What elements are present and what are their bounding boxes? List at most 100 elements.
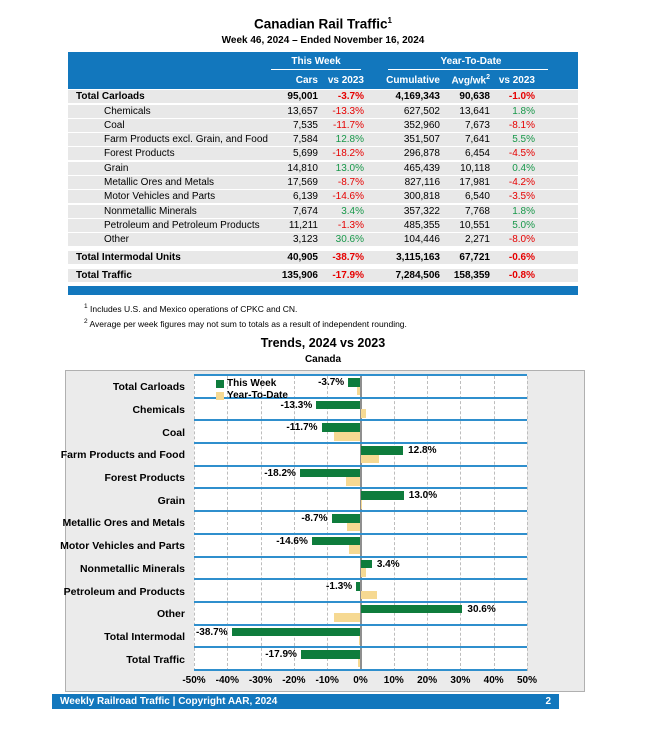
chart-category-label: Forest Products [104,472,185,485]
row-label: Total Traffic [76,270,132,282]
chart-category-label: Motor Vehicles and Parts [60,540,185,553]
chart-category-label: Nonmetallic Minerals [79,562,185,575]
page-title: Canadian Rail Traffic1 [254,16,392,32]
this-week-swatch-icon [216,379,224,388]
page-subtitle: Week 46, 2024 – Ended November 16, 2024 [221,35,425,46]
cars-value: 11,211 [288,219,318,231]
avg-per-week-value: 17,981 [459,177,490,189]
cars-vs-2023: 3.4% [341,205,364,217]
chart-band: -13.3% [194,399,527,422]
year-to-date-bar [357,386,361,396]
chart-category-label: Petroleum and Products [63,585,185,598]
footnote-2: 2 Average per week figures may not sum t… [84,317,407,329]
bar-value-label: 13.0% [408,490,438,502]
gridline [194,376,195,671]
avg-per-week-value: 10,118 [460,162,490,174]
avg-per-week-value: 7,673 [464,119,490,131]
avg-per-week-value: 7,768 [464,205,490,217]
cumulative-value: 627,502 [403,105,440,117]
bar-value-label: -1.3% [326,581,353,593]
chart-category-label: Total Traffic [126,653,185,666]
ytd-vs-2023: -8.1% [508,119,535,131]
avg-per-week-value: 6,540 [464,191,490,203]
table-body: Total Carloads 95,001 -3.7% 4,169,343 90,638… [68,90,578,283]
cumulative-value: 465,439 [403,162,440,174]
cars-value: 5,699 [292,148,318,160]
zero-axis-line [359,376,362,671]
ytd-vs-2023: 0.4% [512,162,535,174]
cars-value: 7,584 [292,134,318,146]
bar-value-label: 12.8% [408,445,437,457]
this-week-bar [348,378,361,387]
cars-value: 17,569 [287,177,318,189]
avg-per-week-value: 13,641 [459,105,490,117]
year-to-date-bar [357,658,361,668]
ytd-vs-2023: 1.8% [512,205,535,217]
this-week-bar [299,468,361,478]
avg-per-week-value: 7,641 [464,134,490,146]
year-to-date-bar [333,431,361,441]
bar-value-label: -18.2% [264,467,296,479]
row-label: Grain [104,162,129,174]
cumulative-value: 485,355 [403,219,440,231]
cars-value: 95,001 [287,91,318,103]
x-axis-tick-label: -20% [282,674,306,686]
table-row: Nonmetallic Minerals 7,674 3.4% 357,322 7,76… [68,204,578,218]
bar-value-label: -3.7% [318,377,345,388]
bar-value-label: 3.4% [376,558,400,570]
this-week-bar [316,400,361,410]
cumulative-value: 300,818 [403,191,440,203]
cumulative-value: 827,116 [404,177,440,189]
chart-category-labels: Total Carloads Chemicals Coal Farm Products… [60,374,194,671]
table-column-header-row: Cars vs 2023 Cumulative Avg/wk2 vs 2023 [68,71,578,89]
x-axis-tick-label: 10% [383,674,404,686]
year-to-date-swatch-icon [216,391,224,400]
cars-vs-2023: -38.7% [332,252,364,264]
ytd-vs-2023: -0.8% [508,270,535,282]
bar-value-label: 30.6% [467,603,496,615]
this-week-bar [231,627,361,637]
column-header-vs2023-ytd: vs 2023 [498,74,535,86]
cumulative-value: 357,322 [403,205,440,217]
gridline [327,376,329,671]
ytd-vs-2023: 5.0% [512,219,535,231]
table-row: Total Carloads 95,001 -3.7% 4,169,343 90,638… [68,90,578,104]
row-label: Farm Products excl. Grain, and Food [104,134,268,146]
avg-per-week-value: 67,721 [459,252,490,264]
cars-value: 3,123 [292,234,318,246]
row-label: Total Intermodal Units [76,252,181,264]
chart-category-label: Coal [162,426,185,439]
x-axis-tick-label: -50% [182,674,206,686]
ytd-vs-2023: 5.5% [512,134,535,146]
title-footnote-marker: 1 [387,16,392,25]
column-header-avg-wk: Avg/wk2 [451,73,490,87]
chart-plot-area: This Week Year-To-Date -3.7% -13.3% -11.7%… [194,374,528,671]
chart-band: -18.2% [194,467,527,490]
table-bottom-bar [68,286,578,296]
x-axis-tick-label: 30% [450,674,471,686]
row-label: Metallic Ores and Metals [104,177,215,189]
x-axis-tick-label: 0% [353,674,368,686]
cars-value: 135,906 [281,270,318,282]
legend-item-year-to-date: Year-To-Date [216,390,288,401]
gridline [227,376,229,671]
table-row: Chemicals 13,657 -13.3% 627,502 13,641 1.8% [68,104,578,118]
group-header-year-to-date: Year-To-Date [364,52,578,71]
chart-category-label: Metallic Ores and Metals [62,517,185,530]
cars-value: 7,674 [292,205,318,217]
this-week-bar [356,582,361,591]
avg-per-week-value: 6,454 [464,148,490,160]
table-row: Petroleum and Petroleum Products 11,211 -1… [68,218,578,232]
table-row: Other 3,123 30.6% 104,446 2,271 -8.0% [68,233,578,247]
cars-vs-2023: -17.9% [332,270,364,282]
cars-value: 40,905 [287,252,318,264]
row-label: Forest Products [104,148,175,160]
year-to-date-bar [360,409,367,418]
year-to-date-bar [345,477,361,486]
ytd-vs-2023: -4.2% [508,177,535,189]
table-row: Grain 14,810 13.0% 465,439 10,118 0.4% [68,161,578,175]
x-axis-tick-label: 50% [516,674,538,686]
chart-band: -8.7% [194,512,527,535]
gridline [493,376,495,671]
chart-band: -17.9% [194,648,527,671]
